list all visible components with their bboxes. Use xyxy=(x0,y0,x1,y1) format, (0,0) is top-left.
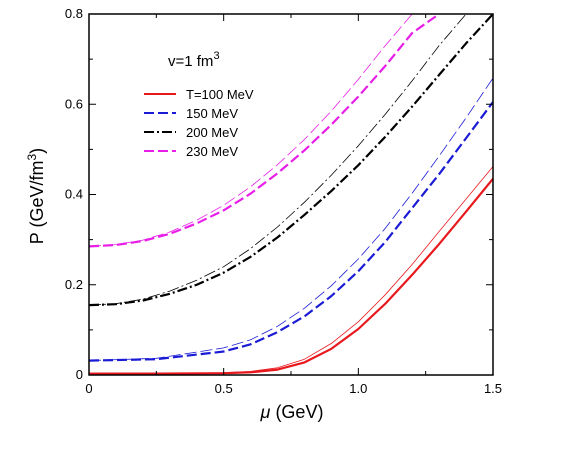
y-tick-label: 0.8 xyxy=(65,6,83,21)
x-tick-label: 0.5 xyxy=(215,381,233,396)
legend-label-2: 150 MeV xyxy=(186,106,238,121)
legend-label-0: T=100 MeV xyxy=(186,87,254,102)
x-tick-label: 0 xyxy=(85,381,92,396)
y-tick-label: 0.4 xyxy=(65,187,83,202)
y-tick-label: 0.6 xyxy=(65,96,83,111)
legend-label-4: 200 MeV xyxy=(186,125,238,140)
series-line-7 xyxy=(89,14,440,247)
series-line-5 xyxy=(89,14,493,306)
series-line-1 xyxy=(89,166,493,375)
y-axis-title: P (GeV/fm3) xyxy=(25,148,47,244)
series-line-2 xyxy=(89,101,493,362)
volume-annotation: v=1 fm3 xyxy=(168,50,220,70)
x-axis-title: μ (GeV) xyxy=(260,402,324,422)
y-tick-label: 0.2 xyxy=(65,277,83,292)
ticks-layer: 0 0.5 1.0 1.5 0 0.2 0.4 0.6 0.8 xyxy=(65,6,502,396)
series-line-3 xyxy=(89,77,493,361)
x-tick-label: 1.0 xyxy=(349,381,367,396)
series-line-4 xyxy=(89,14,493,307)
legend: T=100 MeV 150 MeV 200 MeV 230 MeV xyxy=(144,87,254,159)
plot-frame xyxy=(88,13,494,376)
legend-label-6: 230 MeV xyxy=(186,144,238,159)
series-line-0 xyxy=(89,178,493,375)
series-layer xyxy=(89,14,493,375)
x-tick-label: 1.5 xyxy=(484,381,502,396)
series-line-6 xyxy=(89,14,440,248)
y-tick-label: 0 xyxy=(76,367,83,382)
